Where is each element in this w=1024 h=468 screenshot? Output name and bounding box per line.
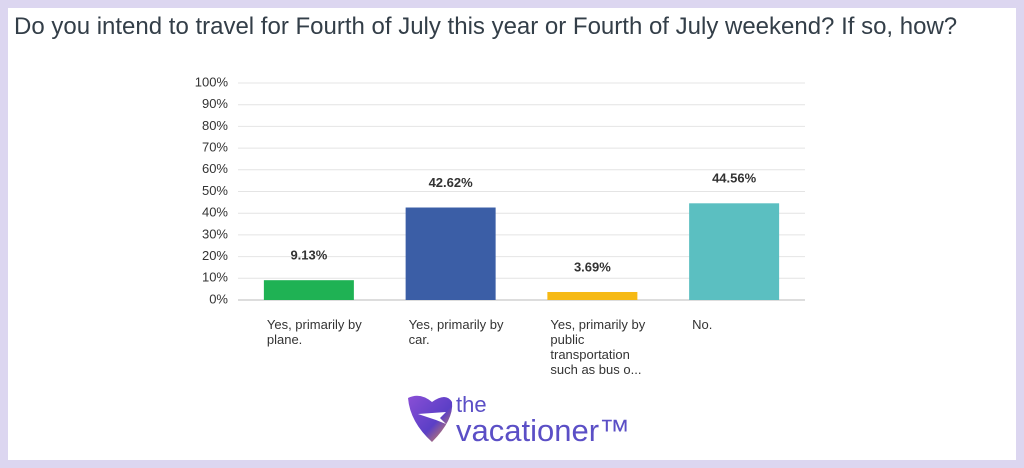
logo-text: vacationer™ — [456, 413, 631, 448]
y-tick-label: 50% — [202, 183, 228, 198]
y-tick-label: 90% — [202, 96, 228, 111]
value-label: 9.13% — [290, 248, 327, 263]
y-tick-label: 20% — [202, 248, 228, 263]
logo-text: the — [456, 392, 487, 417]
bar — [547, 291, 638, 300]
y-tick-label: 70% — [202, 140, 228, 155]
x-tick-label: Yes, primarily by public transportation … — [550, 317, 646, 377]
x-tick-label: Yes, primarily by plane. — [266, 317, 362, 347]
y-tick-label: 60% — [202, 161, 228, 176]
value-label: 42.62% — [429, 175, 474, 190]
value-label: 44.56% — [712, 171, 757, 186]
value-label: 3.69% — [574, 259, 611, 274]
bar — [689, 203, 780, 300]
y-tick-label: 80% — [202, 118, 228, 133]
bar — [263, 280, 354, 300]
y-tick-label: 40% — [202, 205, 228, 220]
x-tick-label: Yes, primarily by car. — [408, 317, 504, 347]
bar — [405, 207, 496, 300]
y-tick-label: 0% — [209, 291, 228, 306]
y-tick-label: 100% — [195, 74, 229, 89]
chart-title: Do you intend to travel for Fourth of Ju… — [14, 13, 958, 40]
x-tick-label: No. — [692, 317, 713, 332]
y-tick-label: 10% — [202, 270, 228, 285]
logo-plane — [418, 412, 446, 424]
logo-icon — [408, 395, 453, 442]
y-tick-label: 30% — [202, 226, 228, 241]
